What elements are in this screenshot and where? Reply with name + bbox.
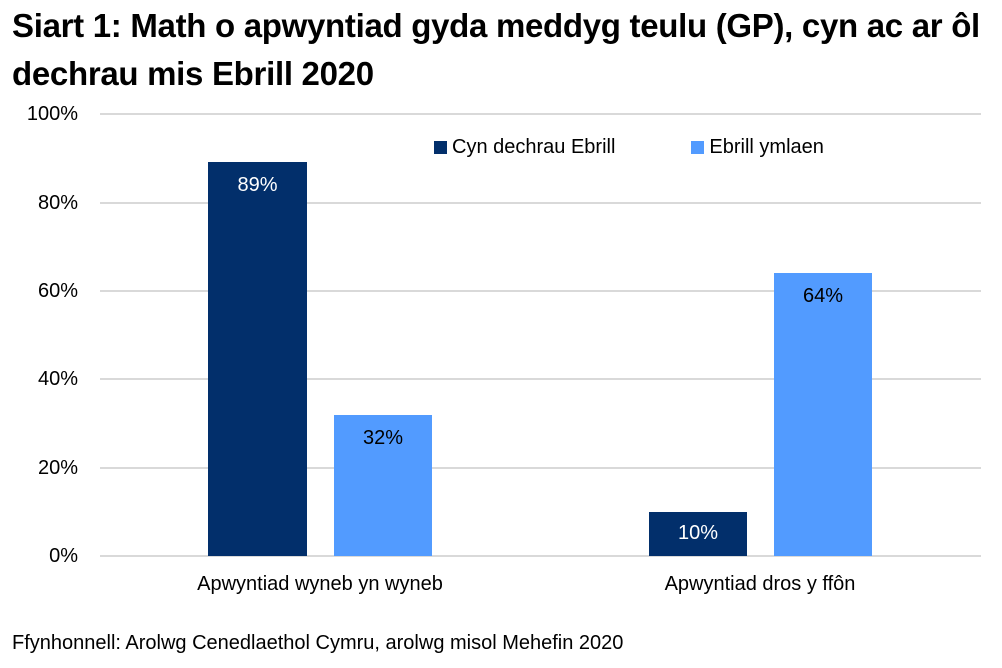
gridline-60 xyxy=(100,290,981,292)
y-tick-label: 0% xyxy=(49,545,78,567)
gridline-40 xyxy=(100,378,981,380)
legend-item-before-april: Cyn dechrau Ebrill xyxy=(434,136,615,158)
legend-item-april-onwards: Ebrill ymlaen xyxy=(691,136,824,158)
source-note: Ffynhonnell: Arolwg Cenedlaethol Cymru, … xyxy=(12,632,624,654)
y-tick-label: 80% xyxy=(37,192,78,214)
gridline-80 xyxy=(100,202,981,204)
legend-swatch-icon xyxy=(434,140,447,154)
bar-value-label: 64% xyxy=(802,285,844,307)
chart-title: Siart 1: Math o apwyntiad gyda meddyg te… xyxy=(12,7,980,92)
legend: Cyn dechrau Ebrill Ebrill ymlaen xyxy=(434,136,900,158)
bar-value-label: 10% xyxy=(677,522,719,544)
legend-swatch-icon xyxy=(691,140,705,154)
y-tick-label: 20% xyxy=(37,457,78,479)
y-tick-label: 60% xyxy=(37,280,78,302)
legend-label: Cyn dechrau Ebrill xyxy=(452,136,616,158)
bar-value-label: 32% xyxy=(362,427,404,449)
bar-face-to-face-april-onwards: 32% xyxy=(334,415,432,556)
x-category-label: Apwyntiad wyneb yn wyneb xyxy=(197,573,443,595)
y-tick-label: 40% xyxy=(37,368,78,390)
bar-value-label: 89% xyxy=(237,174,278,196)
x-category-label: Apwyntiad dros y ffôn xyxy=(664,573,856,595)
bar-face-to-face-before-april: 89% xyxy=(208,162,307,556)
gridline-0 xyxy=(100,555,981,557)
legend-label: Ebrill ymlaen xyxy=(709,136,824,158)
y-tick-label: 100% xyxy=(26,103,78,125)
gridline-100 xyxy=(100,113,981,115)
gridline-20 xyxy=(100,467,981,469)
bar-phone-before-april: 10% xyxy=(649,512,747,556)
bar-phone-april-onwards: 64% xyxy=(774,273,872,556)
